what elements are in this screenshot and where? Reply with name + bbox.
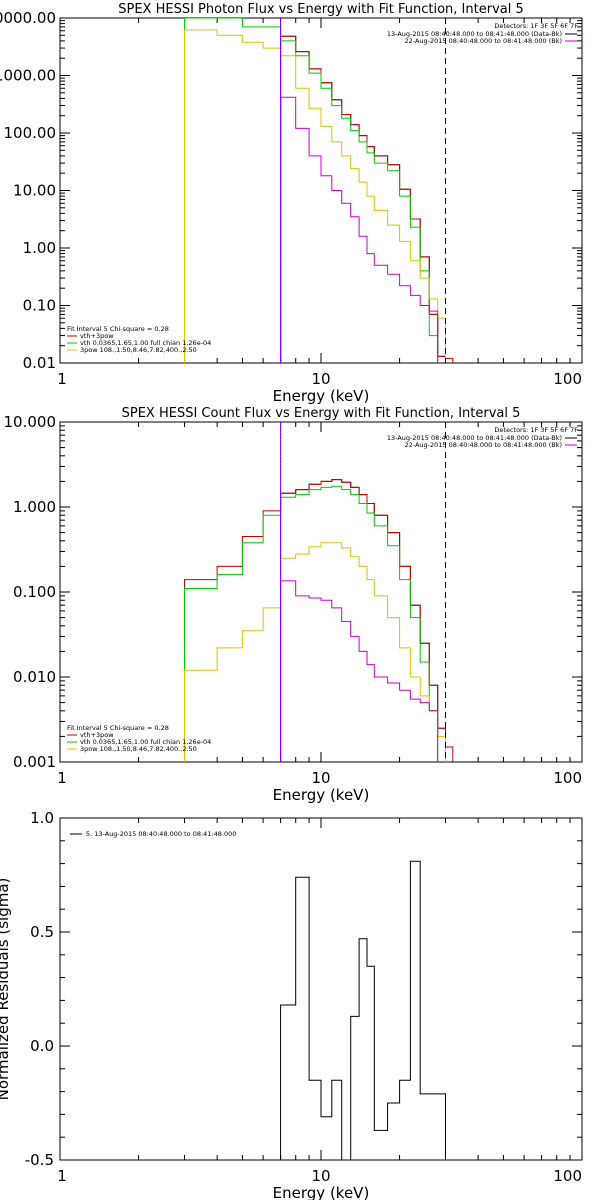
chart-title: SPEX HESSI Count Flux vs Energy with Fit… [122, 406, 521, 421]
fit-legend-item: vth+3pow [80, 332, 114, 340]
x-tick-label: 1 [57, 769, 67, 787]
fit-legend-title: Fit Interval 5 Chi-square = 0.28 [67, 724, 169, 732]
y-tick-label: 10000.00 [0, 9, 56, 27]
series-data-bk [280, 479, 446, 762]
y-tick-label: 0.0 [30, 1037, 54, 1055]
y-tick-label: 0.5 [30, 923, 54, 941]
y-tick-label: 0.010 [13, 668, 56, 686]
series-vth [184, 18, 439, 363]
x-tick-label: 10 [311, 1167, 330, 1185]
photon-flux-chart: SPEX HESSI Photon Flux vs Energy with Fi… [0, 2, 583, 405]
fit-legend-item: vth 0.0365,1.65,1.00 full chian 1.26e-04 [80, 738, 211, 746]
y-tick-label: 1.00 [23, 239, 56, 257]
time-range-label: 13-Aug-2015 08:40:48.000 to 08:41:48.000… [387, 30, 562, 38]
series-vth-3pow [184, 479, 454, 762]
x-axis-label: Energy (keV) [273, 786, 370, 804]
fit-legend-item: 3pow 108.,1.50,8.46,7.82,400.,2.50 [80, 745, 197, 753]
series-data-bk [280, 35, 446, 363]
y-tick-label: 0.001 [13, 753, 56, 771]
y-tick-label: 100.00 [4, 124, 57, 142]
y-tick-label: 0.10 [23, 297, 56, 315]
fit-legend-item: vth 0.0365,1.65,1.00 full chian 1.26e-04 [80, 339, 211, 347]
y-tick-label: 10.00 [13, 182, 56, 200]
y-axis-label: Normalized Residuals (sigma) [0, 878, 12, 1101]
x-tick-label: 1 [57, 1167, 67, 1185]
y-tick-label: 0.100 [13, 583, 56, 601]
x-axis-label: Energy (keV) [273, 1184, 370, 1200]
y-tick-label: 0.01 [23, 354, 56, 372]
chart-title: SPEX HESSI Photon Flux vs Energy with Fi… [118, 2, 524, 17]
legend-item: 5. 13-Aug-2015 08:40:48.000 to 08:41:48.… [86, 830, 236, 838]
y-tick-label: 1000.00 [0, 67, 56, 85]
count-flux-chart: SPEX HESSI Count Flux vs Energy with Fit… [4, 406, 583, 804]
plot-area [184, 479, 454, 762]
time-range-label: 13-Aug-2015 08:40:48.000 to 08:41:48.000… [387, 434, 562, 442]
residuals-chart: 1 10 100 Energy (keV) -0.5 0.0 0.5 1.0 Normalize… [0, 809, 583, 1200]
plot-area [184, 18, 454, 363]
time-range-label: 22-Aug-2015 08:40:48.000 to 08:41:48.000… [405, 37, 562, 45]
y-tick-label: 10.000 [4, 413, 57, 431]
x-tick-label: 10 [311, 370, 330, 388]
x-tick-label: 100 [553, 769, 582, 787]
time-range-label: 22-Aug-2015 08:40:48.000 to 08:41:48.000… [405, 441, 562, 449]
fit-legend-title: Fit Interval 5 Chi-square = 0.28 [67, 325, 169, 333]
detectors-label: Detectors: 1F 3F 5F 6F 7F [494, 426, 578, 434]
x-axis-label: Energy (keV) [273, 387, 370, 405]
series-vth [184, 485, 439, 762]
fit-legend-item: 3pow 108.,1.50,8.46,7.82,400.,2.50 [80, 346, 197, 354]
x-tick-label: 100 [553, 370, 582, 388]
series-5-13-aug-2015-08-40-48-000-to- [280, 860, 446, 1160]
series-vth-3pow [280, 35, 454, 363]
plot-frame [59, 421, 583, 763]
y-tick-label: -0.5 [25, 1151, 54, 1169]
series-3pow [184, 542, 446, 762]
y-tick-label: 1.000 [13, 498, 56, 516]
series-bk [280, 580, 439, 762]
detectors-label: Detectors: 1F 3F 5F 6F 7F [494, 22, 578, 30]
series-3pow [184, 29, 446, 363]
plot-area [280, 860, 446, 1160]
series-bk [280, 96, 439, 363]
y-tick-label: 1.0 [30, 809, 54, 827]
fit-legend-item: vth+3pow [80, 731, 114, 739]
x-tick-label: 1 [57, 370, 67, 388]
x-tick-label: 10 [311, 769, 330, 787]
x-tick-label: 100 [553, 1167, 582, 1185]
